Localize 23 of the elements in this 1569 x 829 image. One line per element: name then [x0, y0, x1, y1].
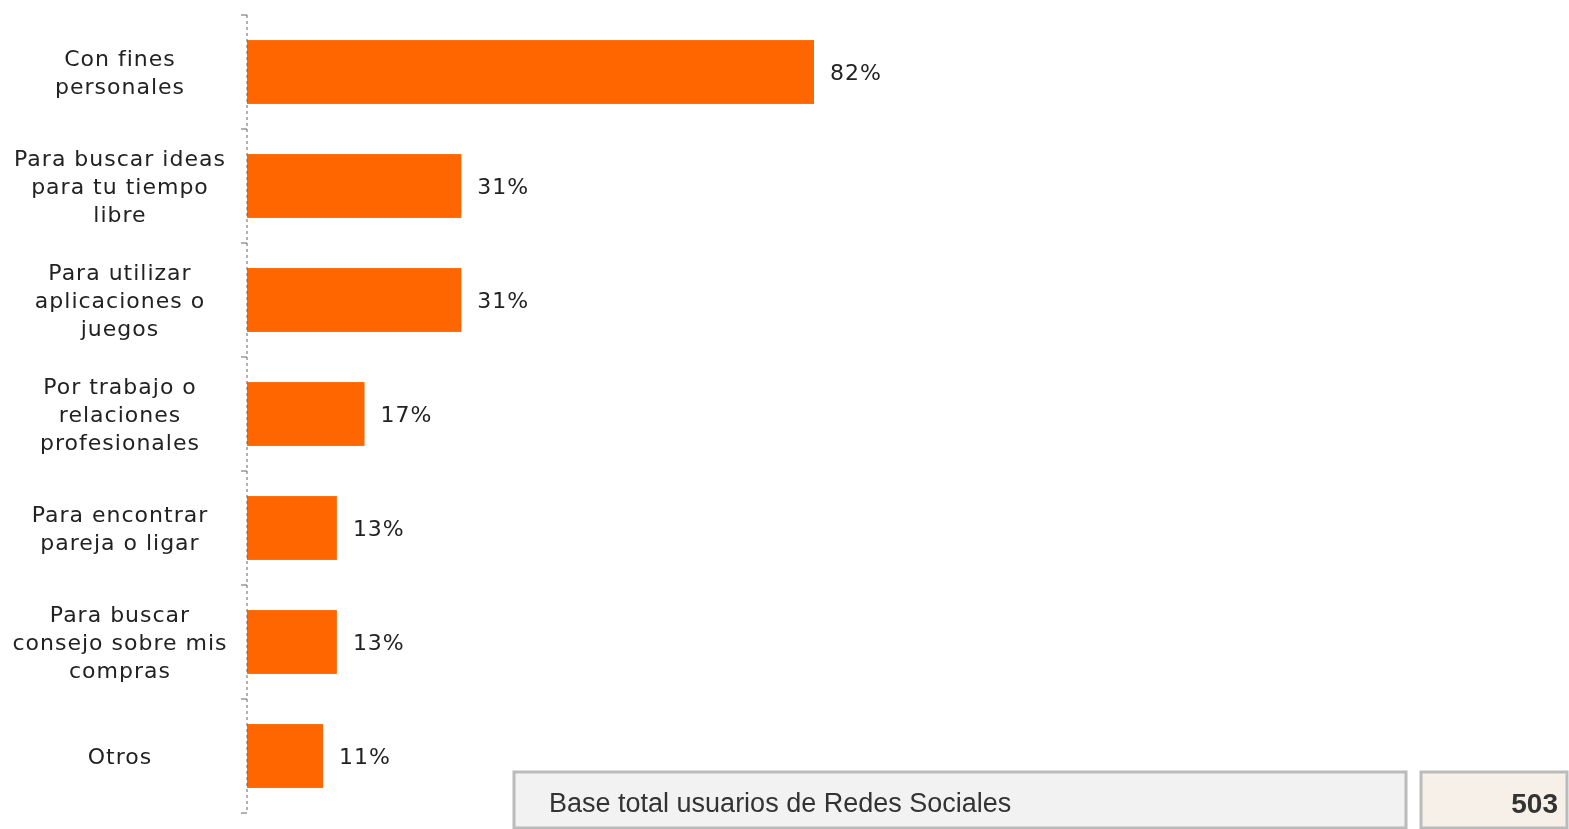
text: 503 [1511, 787, 1558, 819]
data-label: 17% [380, 401, 433, 427]
data-label: 13% [352, 629, 405, 655]
y-tick-label: Para utilizar aplicaciones o juegos [34, 259, 206, 341]
bar [247, 724, 324, 788]
bar [247, 382, 365, 446]
bar [247, 610, 337, 674]
data-label: 13% [352, 515, 405, 541]
y-tick-label: Con fines personales [54, 45, 186, 99]
data-label: 31% [477, 287, 530, 313]
annotation: Base total usuarios de Redes Sociales [549, 788, 1012, 819]
bar [247, 268, 462, 332]
bar [247, 154, 462, 218]
y-tick-label: Para buscar ideas para tu tiempo libre [14, 145, 226, 227]
y-tick-label: Para encontrar pareja o ligar [31, 501, 209, 555]
y-tick-label: Para buscar consejo sobre mis compras [12, 601, 228, 683]
data-label: 11% [339, 743, 391, 769]
y-tick-label: Por trabajo o relaciones profesionales [40, 373, 200, 455]
y-tick-label: Otros [87, 743, 153, 769]
data-label: 31% [477, 173, 530, 199]
bar [247, 40, 814, 104]
data-label: 82% [830, 59, 882, 85]
bar [247, 496, 337, 560]
